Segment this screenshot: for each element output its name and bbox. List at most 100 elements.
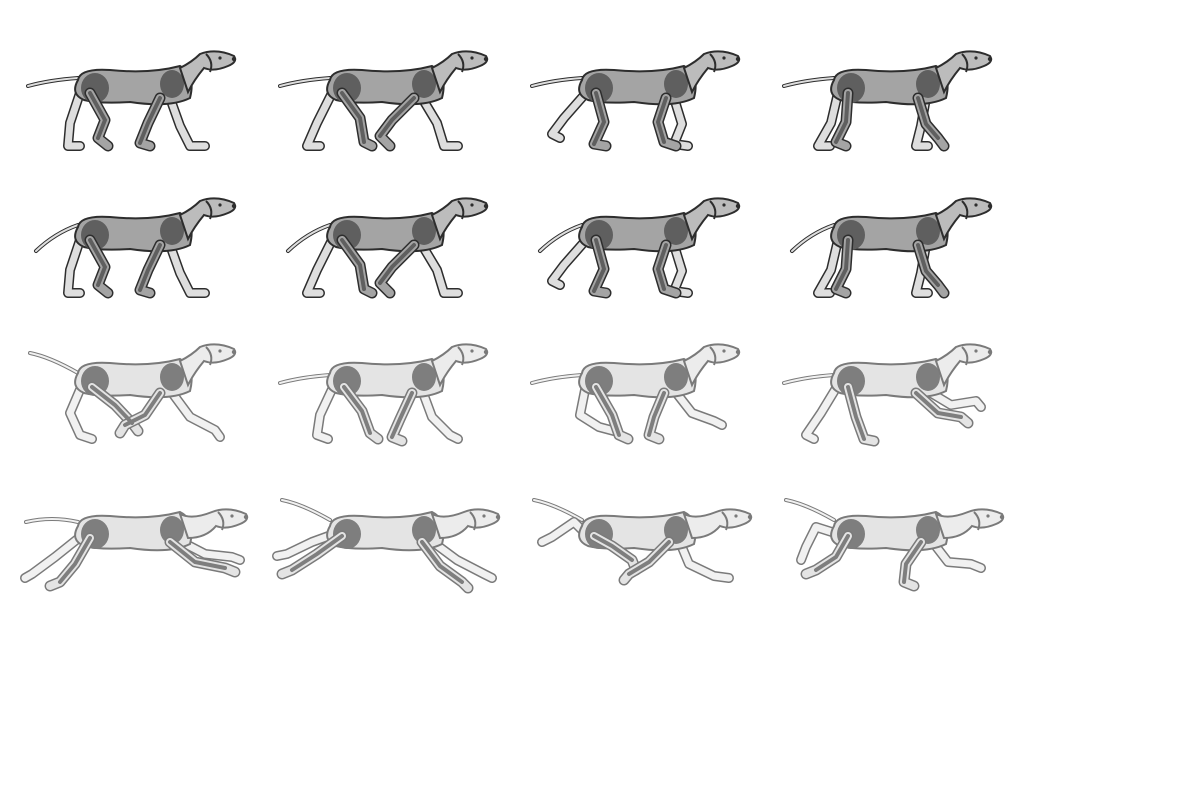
tail-fill <box>281 499 331 521</box>
dog-frame-6 <box>272 185 512 315</box>
dog-head <box>682 508 753 540</box>
far-hind-leg <box>64 236 84 297</box>
far-hind-leg <box>66 381 96 443</box>
dog-frame-2 <box>272 38 512 168</box>
dog-head <box>934 508 1005 540</box>
hind-leg-muscle <box>846 385 866 441</box>
tail-fill <box>531 374 583 384</box>
front-leg-muscle <box>655 243 668 291</box>
far-hind-leg <box>313 381 338 443</box>
eye <box>470 203 474 207</box>
eye <box>470 349 474 353</box>
nose <box>483 56 489 62</box>
front-leg-muscle <box>655 96 668 144</box>
front-leg-muscle <box>138 243 162 292</box>
tail-fill <box>279 374 331 384</box>
tail-fill <box>533 499 583 521</box>
hind-leg-muscle <box>88 238 108 287</box>
shoulder-muscle <box>916 217 940 245</box>
front-leg-muscle <box>378 96 416 138</box>
far-front-leg <box>166 386 224 441</box>
ear <box>961 200 969 220</box>
eye <box>482 514 486 518</box>
ear <box>961 346 969 366</box>
dog-head <box>178 508 249 540</box>
nose <box>987 56 993 62</box>
hind-leg-muscle <box>342 385 372 435</box>
eye <box>974 56 978 60</box>
eye <box>974 349 978 353</box>
ear <box>457 53 465 73</box>
dog-drawing <box>538 197 741 299</box>
front-leg-muscle <box>123 391 162 427</box>
front-leg-muscle <box>647 391 666 437</box>
nose <box>495 514 501 520</box>
nose <box>735 56 741 62</box>
hind-leg-muscle <box>88 91 108 140</box>
far-front-leg <box>166 241 209 297</box>
tail-fill <box>25 518 79 523</box>
ear <box>205 200 213 220</box>
tail-fill <box>29 352 79 374</box>
far-front-leg <box>418 386 462 443</box>
dog-frame-14 <box>272 482 512 612</box>
dog-head <box>430 197 489 242</box>
dog-frame-3 <box>524 38 764 168</box>
dog-drawing <box>532 498 753 586</box>
far-hind-leg <box>802 381 842 443</box>
hind-leg-muscle <box>592 91 607 146</box>
dog-drawing <box>272 498 501 594</box>
ear <box>709 346 717 366</box>
dog-frame-15 <box>524 482 764 612</box>
ear <box>721 511 729 531</box>
dog-head <box>934 50 993 95</box>
dog-drawing <box>278 343 489 447</box>
dog-head <box>178 50 237 95</box>
far-front-leg <box>675 536 733 582</box>
far-front-leg <box>670 386 726 429</box>
shoulder-muscle <box>916 363 940 391</box>
eye <box>986 514 990 518</box>
shoulder-muscle <box>160 516 184 544</box>
nose <box>243 514 249 520</box>
eye <box>218 349 222 353</box>
tail-fill <box>287 224 331 252</box>
dog-frame-16 <box>776 482 1016 612</box>
front-leg-muscle <box>378 243 416 285</box>
dog-drawing <box>278 50 489 152</box>
far-hind-leg <box>273 530 338 560</box>
far-front-leg <box>166 94 209 150</box>
nose <box>735 203 741 209</box>
nose <box>483 349 489 355</box>
hind-leg-muscle <box>58 536 92 584</box>
far-front-leg <box>418 241 462 297</box>
front-leg-muscle <box>390 391 414 439</box>
dog-drawing <box>530 343 741 445</box>
tail-fill <box>783 77 835 87</box>
dog-head <box>178 197 237 242</box>
dog-drawing <box>26 50 237 152</box>
far-front-leg <box>174 536 244 564</box>
front-leg-muscle <box>916 96 940 140</box>
ear <box>709 200 717 220</box>
shoulder-muscle <box>160 217 184 245</box>
nose <box>987 203 993 209</box>
eye <box>734 514 738 518</box>
tail-fill <box>35 224 79 252</box>
dog-drawing <box>782 343 993 447</box>
far-hind-leg <box>303 89 336 150</box>
tail <box>34 223 80 253</box>
dog-head <box>682 197 741 242</box>
shoulder-muscle <box>412 70 436 98</box>
tail-fill <box>539 224 583 252</box>
far-hind-leg <box>576 381 618 435</box>
front-leg-muscle <box>420 540 464 584</box>
front-leg-muscle <box>168 540 227 570</box>
nose <box>747 514 753 520</box>
ear <box>457 200 465 220</box>
tail-fill <box>531 77 583 87</box>
front-leg-muscle <box>916 243 940 287</box>
ear <box>205 346 213 366</box>
shoulder-muscle <box>664 217 688 245</box>
dog-frame-1 <box>20 38 260 168</box>
